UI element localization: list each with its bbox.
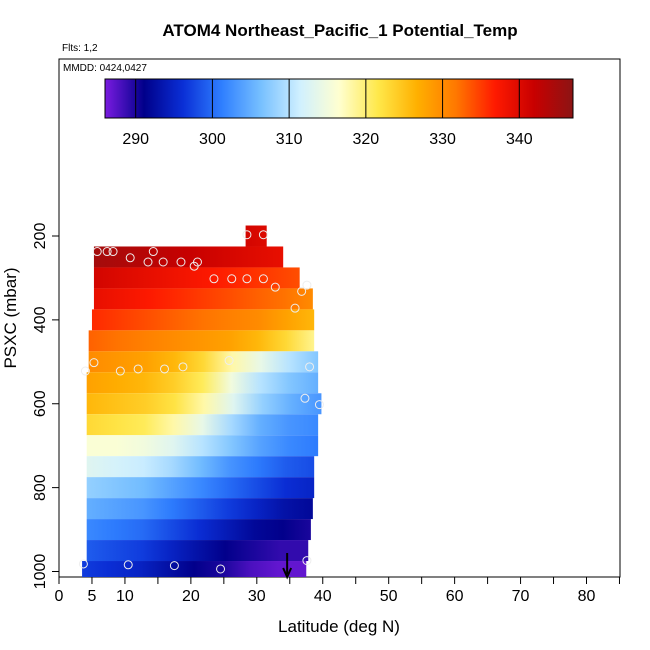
- sample-point: [133, 364, 143, 374]
- sample-point: [115, 366, 125, 376]
- heatmap-band: [93, 267, 300, 289]
- sample-point: [148, 247, 158, 257]
- heatmap-band: [88, 330, 315, 352]
- chart-title: ATOM4 Northeast_Pacific_1 Potential_Temp: [162, 21, 517, 40]
- sample-point: [302, 280, 312, 290]
- heatmap-band: [245, 225, 267, 247]
- heatmap-band: [86, 372, 319, 394]
- heatmap-band: [86, 435, 319, 457]
- colorbar-tick-label: 290: [122, 131, 149, 148]
- sample-point: [216, 564, 226, 574]
- y-tick-label: 200: [32, 223, 49, 250]
- y-axis-label: PSXC (mbar): [1, 267, 20, 368]
- sample-point: [300, 393, 310, 403]
- y-tick-label: 1000: [32, 554, 49, 590]
- sample-point: [224, 356, 234, 366]
- heatmap-band: [93, 288, 313, 310]
- heatmap-band: [86, 393, 322, 415]
- dates-label: MMDD: 0424,0427: [63, 63, 147, 74]
- sample-point: [314, 400, 324, 410]
- heatmap-band: [86, 540, 309, 562]
- x-tick-label: 50: [380, 588, 398, 605]
- sample-point: [80, 366, 90, 376]
- y-tick-label: 600: [32, 390, 49, 417]
- sample-point: [108, 247, 118, 257]
- colorbar: 290 300 310 320 330 340: [104, 78, 574, 148]
- sample-point: [78, 559, 88, 569]
- sample-point: [125, 253, 135, 263]
- x-axis-label: Latitude (deg N): [278, 617, 400, 636]
- sample-point: [89, 358, 99, 368]
- sample-point: [102, 247, 112, 257]
- sample-point: [123, 560, 133, 570]
- heatmap-band: [88, 351, 319, 373]
- x-tick-label: 80: [578, 588, 596, 605]
- sample-point: [242, 274, 252, 284]
- sample-point: [258, 230, 268, 240]
- sample-point: [290, 303, 300, 313]
- sample-points: [78, 230, 324, 574]
- heatmap-band: [82, 561, 307, 577]
- marker-head: [282, 567, 293, 580]
- x-tick-label: 0: [55, 588, 64, 605]
- sample-point: [302, 556, 312, 566]
- flights-label: Flts: 1,2: [62, 43, 98, 54]
- sample-point: [158, 257, 168, 267]
- colorbar-rect: [104, 78, 574, 119]
- colorbar-tick-label: 330: [429, 131, 456, 148]
- sample-point: [160, 364, 169, 374]
- x-axis: 0 5 10 20 30 40 50 60 70 80: [55, 577, 620, 605]
- x-tick-label: 40: [314, 588, 332, 605]
- colorbar-tick-label: 310: [276, 131, 303, 148]
- y-tick-label: 800: [32, 474, 49, 501]
- sample-point: [305, 362, 315, 372]
- sample-point: [92, 247, 102, 257]
- sample-point: [258, 274, 268, 284]
- heatmap-band: [86, 477, 315, 499]
- heatmap-band: [93, 246, 284, 268]
- x-tick-label: 20: [182, 588, 200, 605]
- latitude-marker: [282, 553, 293, 580]
- colorbar-tick-label: 300: [199, 131, 226, 148]
- colorbar-tick-label: 320: [353, 131, 380, 148]
- heatmap-bands: [82, 225, 322, 577]
- x-tick-label: 70: [512, 588, 530, 605]
- sample-point: [297, 286, 307, 296]
- sample-point: [209, 274, 219, 284]
- y-tick-label: 400: [32, 306, 49, 333]
- sample-point: [270, 282, 280, 292]
- x-tick-label: 10: [116, 588, 134, 605]
- sample-point: [189, 261, 199, 271]
- heatmap-band: [86, 414, 319, 436]
- sample-point: [143, 257, 153, 267]
- sample-point: [227, 274, 237, 284]
- sample-point: [176, 257, 186, 267]
- x-tick-label: 30: [248, 588, 266, 605]
- y-axis: 200 400 600 800 1000: [32, 223, 59, 590]
- sample-point: [178, 362, 188, 372]
- heatmap-band: [86, 519, 311, 541]
- heatmap-band: [86, 498, 313, 520]
- sample-point: [169, 561, 179, 571]
- heatmap-band: [86, 456, 315, 478]
- x-tick-label: 60: [446, 588, 464, 605]
- plot-frame: [58, 58, 621, 578]
- x-tick-label: 5: [88, 588, 97, 605]
- heatmap-band: [91, 309, 315, 331]
- sample-point: [242, 230, 252, 240]
- colorbar-tick-label: 340: [506, 131, 533, 148]
